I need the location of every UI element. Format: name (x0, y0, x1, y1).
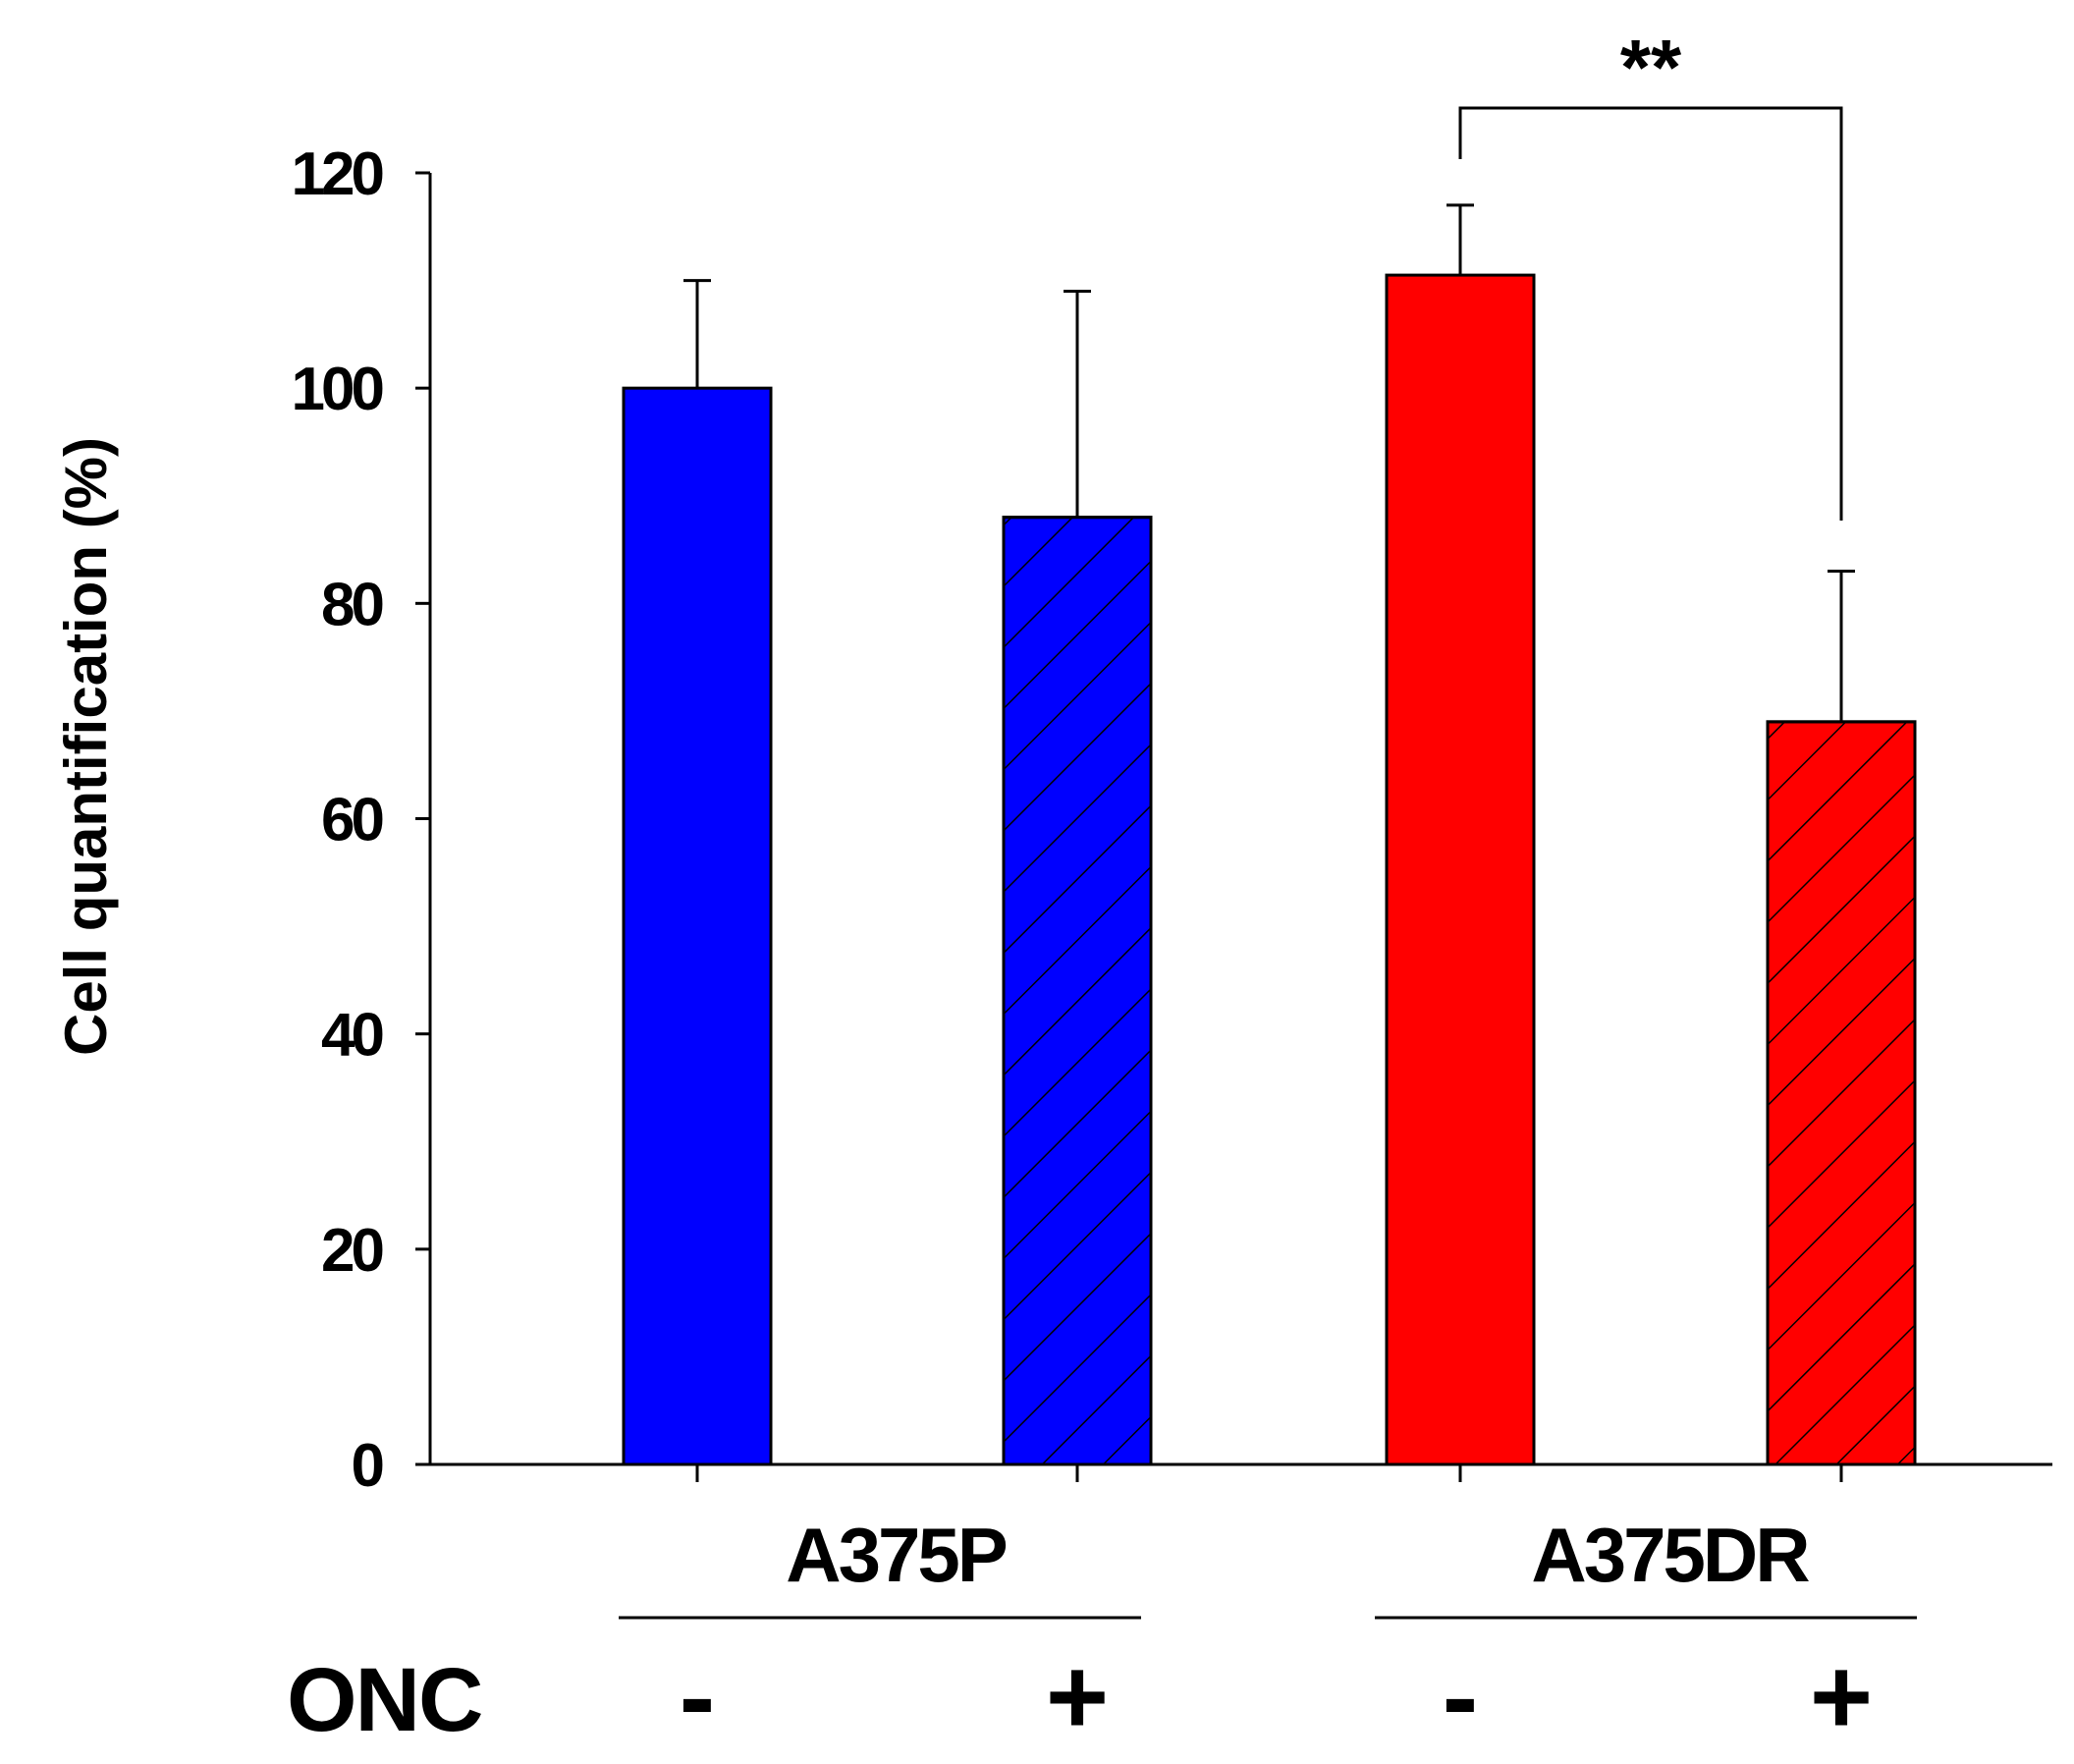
onc-sign-a375dr-onc-plus: + (1810, 1636, 1873, 1757)
y-axis-ticks: 0 20 40 60 80 100 120 (292, 140, 430, 1500)
y-axis-label: Cell quantification (%) (53, 437, 119, 1056)
y-tick-label-100: 100 (292, 356, 383, 423)
group-label-a375p: A375P (786, 1512, 1006, 1598)
y-tick-label-60: 60 (321, 787, 382, 854)
group-label-a375dr: A375DR (1531, 1512, 1809, 1598)
onc-sign-a375dr-onc-minus: - (1443, 1636, 1479, 1757)
error-bar-a375dr-onc-minus (1446, 203, 1474, 276)
bars (622, 273, 1917, 1466)
error-bar-a375dr-onc-plus (1828, 569, 1855, 722)
bar-hatch-a375p-onc-plus (1002, 516, 1153, 1466)
significance-bracket (1458, 106, 1843, 521)
y-tick-label-20: 20 (321, 1217, 382, 1285)
y-tick-label-120: 120 (292, 140, 383, 208)
error-bar-a375p-onc-minus (683, 279, 711, 389)
onc-treatment-signs: - + - + (680, 1636, 1873, 1757)
onc-sign-a375p-onc-plus: + (1046, 1636, 1109, 1757)
onc-sign-a375p-onc-minus: - (680, 1636, 716, 1757)
significance-label: ** (1620, 24, 1682, 111)
y-tick-label-0: 0 (352, 1432, 383, 1500)
x-axis-ticks (695, 1464, 1843, 1482)
error-bar-a375p-onc-plus (1064, 290, 1091, 518)
bar-hatch-a375dr-onc-plus (1766, 720, 1917, 1466)
y-tick-label-80: 80 (321, 571, 382, 638)
error-bars (683, 203, 1855, 722)
y-tick-label-40: 40 (321, 1002, 382, 1070)
significance-annotations: ** (1458, 24, 1843, 521)
bar-a375dr-onc-minus (1385, 273, 1536, 1466)
bar-a375p-onc-minus (622, 386, 773, 1466)
onc-row-label: ONC (287, 1650, 481, 1750)
